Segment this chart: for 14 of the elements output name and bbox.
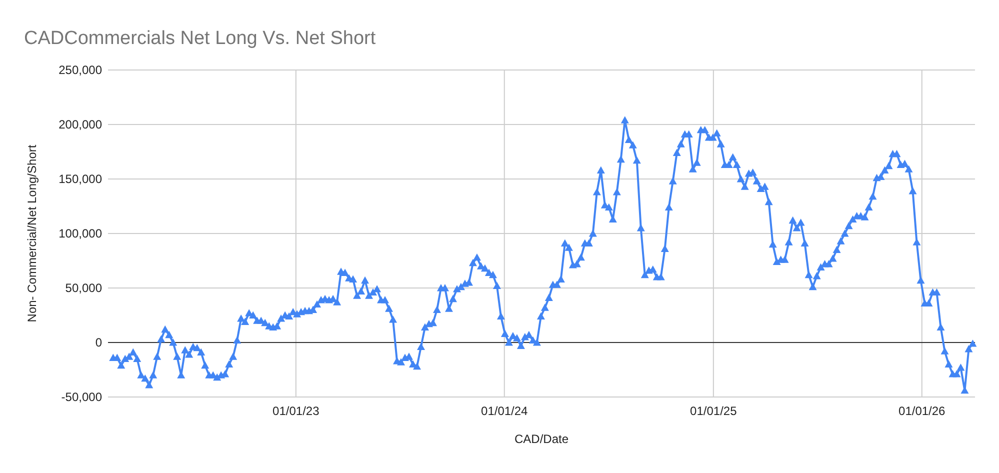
x-axis-title: CAD/Date <box>514 432 569 446</box>
y-tick-label: 200,000 <box>58 118 102 132</box>
y-axis-title: Non- Commercial/Net Long/Short <box>25 144 39 322</box>
y-tick-label: -50,000 <box>61 390 102 404</box>
x-tick-label: 01/01/24 <box>481 404 528 418</box>
x-tick-label: 01/01/23 <box>272 404 320 418</box>
y-tick-label: 150,000 <box>58 172 102 186</box>
y-tick-label: 50,000 <box>65 281 102 296</box>
y-tick-label: 250,000 <box>58 63 102 78</box>
x-tick-label: 01/01/26 <box>898 404 946 418</box>
y-tick-label: 0 <box>95 336 102 350</box>
x-tick-label: 01/01/25 <box>690 404 738 418</box>
y-tick-label: 100,000 <box>58 226 102 241</box>
chart-title: CADCommercials Net Long Vs. Net Short <box>24 28 376 49</box>
